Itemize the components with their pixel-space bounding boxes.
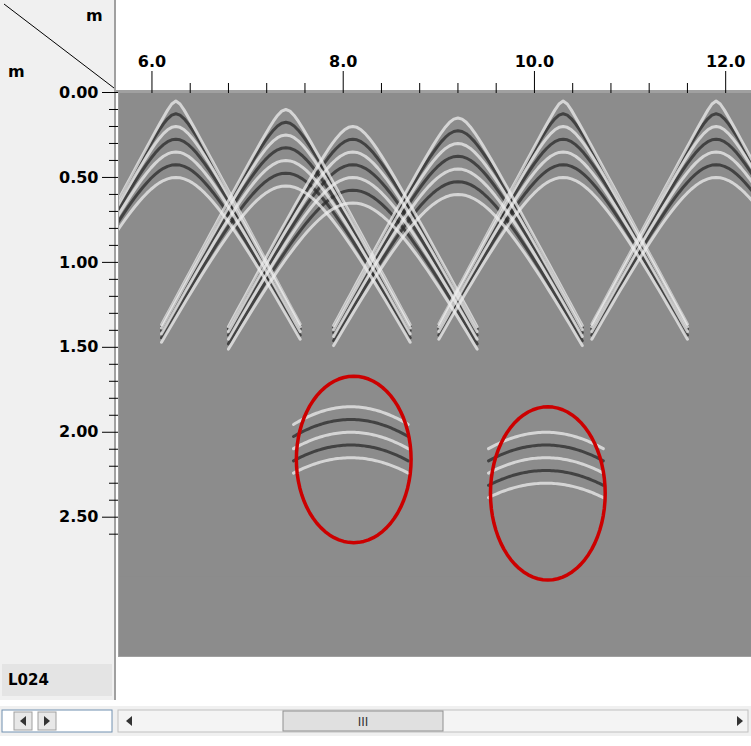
svg-text:2.50: 2.50 — [59, 507, 98, 526]
html-text:L024: L024 — [8, 671, 49, 689]
svg-text:8.0: 8.0 — [329, 52, 357, 71]
svg-text:1.50: 1.50 — [59, 337, 98, 356]
svg-text:12.0: 12.0 — [706, 52, 745, 71]
svg-text:2.00: 2.00 — [59, 422, 98, 441]
html-text:m: m — [8, 62, 25, 81]
svg-text:0.00: 0.00 — [59, 83, 98, 102]
html-text:m: m — [86, 6, 103, 25]
svg-text:0.50: 0.50 — [59, 168, 98, 187]
svg-text:10.0: 10.0 — [515, 52, 554, 71]
svg-text:1.00: 1.00 — [59, 252, 98, 271]
svg-text:III: III — [358, 715, 369, 729]
svg-text:6.0: 6.0 — [138, 52, 166, 71]
